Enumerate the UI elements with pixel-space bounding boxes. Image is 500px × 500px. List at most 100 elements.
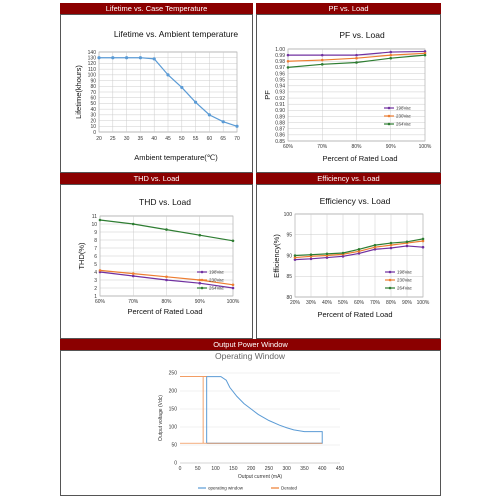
lifetime-point [166,73,170,77]
window-operating-outline [206,376,323,444]
pf-title: PF vs. Load [339,30,385,40]
cell-eff [256,184,441,339]
pf-xtick: 90% [386,144,397,150]
pf-point [389,56,393,60]
lifetime-point [221,120,225,124]
eff-point [293,256,297,259]
eff-xtick: 100% [417,300,430,306]
pf-ytick: 0.91 [275,102,285,108]
eff-title: Efficiency vs. Load [320,196,391,206]
thd-point [98,269,102,272]
pf-point [423,51,427,55]
pf-point [286,59,290,63]
eff-xtick: 50% [338,300,349,306]
lifetime-point [207,113,211,117]
cell-pf [256,14,441,173]
window-xtick: 350 [300,466,309,472]
eff-ytick: 80 [286,295,292,301]
thd-legend-marker [200,270,204,274]
pf-ytick: 0.89 [275,114,285,120]
eff-point [293,254,297,257]
pf-ytick: 0.99 [275,53,285,59]
thd-ytick: 2 [94,286,97,292]
header-thd: THD vs. Load [60,173,253,184]
thd-ytick: 4 [94,270,97,276]
thd-point [131,274,135,278]
eff-point [309,253,313,256]
eff-point [389,241,393,245]
lifetime-xtick: 60 [207,136,213,142]
lifetime-ytick: 90 [90,78,96,84]
pf-point [389,53,393,57]
cell-window [60,350,441,496]
lifetime-point [180,85,184,90]
lifetime-point [235,124,239,128]
eff-point [293,258,297,261]
header-eff: Efficiency vs. Load [256,173,441,184]
pf-xtick: 80% [351,144,362,150]
pf-point [355,61,358,64]
thd-ytick: 1 [94,294,97,300]
thd-xtick: 80% [161,299,172,305]
window-xtick: 100 [211,466,220,472]
thd-legend-marker [200,286,204,290]
lifetime-ytick: 130 [88,56,97,62]
pf-legend-label: 264Vac [396,122,412,127]
eff-point [421,239,425,243]
eff-legend-label: 264Vac [397,286,413,291]
lifetime-xtick: 30 [124,136,130,142]
thd-ylabel: THD(%) [77,242,86,270]
pf-xlabel: Percent of Rated Load [322,154,397,163]
eff-point [325,256,329,259]
thd-xtick: 90% [195,299,206,305]
lifetime-xtick: 25 [110,136,116,142]
eff-xtick: 60% [354,300,365,306]
pf-legend-marker [387,114,391,118]
pf-legend-label: 198Vac [396,106,412,111]
lifetime-xtick: 35 [138,136,144,142]
thd-point [98,218,102,222]
pf-ytick: 0.86 [275,133,285,139]
pf-point [320,53,324,57]
thd-point [165,278,168,282]
thd-xtick: 100% [227,299,240,305]
pf-ytick: 0.98 [275,59,285,65]
window-legend-label: Derated [281,486,298,491]
header-pf: PF vs. Load [256,3,441,14]
lifetime-point [97,56,101,60]
thd-ytick: 3 [94,278,97,284]
pf-ytick: 0.87 [275,127,285,133]
eff-point [405,240,409,244]
lifetime-ytick: 50 [90,101,96,107]
pf-ytick: 0.92 [275,96,285,102]
lifetime-ylabel: Lifetime(khours) [74,65,83,119]
window-legend-label: operating window [208,486,244,491]
thd-legend-label: 264Vac [209,286,225,291]
pf-legend-marker [387,106,391,110]
lifetime-title: Lifetime vs. Ambient temperature [114,29,239,39]
thd-ytick: 10 [91,222,97,228]
lifetime-xlabel: Ambient temperature(℃) [134,153,218,162]
thd-legend-label: 198Vac [209,270,225,275]
eff-legend-label: 230Vac [397,278,413,283]
eff-point [421,245,425,249]
lifetime-point [125,56,129,60]
eff-ytick: 85 [286,274,292,280]
cell-lifetime [60,14,253,173]
eff-legend-marker [388,286,392,290]
lifetime-ytick: 100 [88,73,97,79]
pf-point [423,50,427,53]
window-xtick: 0 [179,466,182,472]
eff-point [357,247,361,251]
eff-legend-label: 198Vac [397,270,413,275]
pf-point [286,66,290,69]
window-xtick: 400 [318,466,327,472]
lifetime-point [152,57,156,61]
window-xtick: 50 [195,466,201,472]
pf-xtick: 100% [419,144,432,150]
window-ytick: 0 [174,461,177,467]
pf-point [355,56,358,60]
pf-ytick: 0.97 [275,65,285,71]
pf-ytick: 0.95 [275,77,285,83]
window-ylabel: Output voltage (Vdc) [158,395,164,441]
